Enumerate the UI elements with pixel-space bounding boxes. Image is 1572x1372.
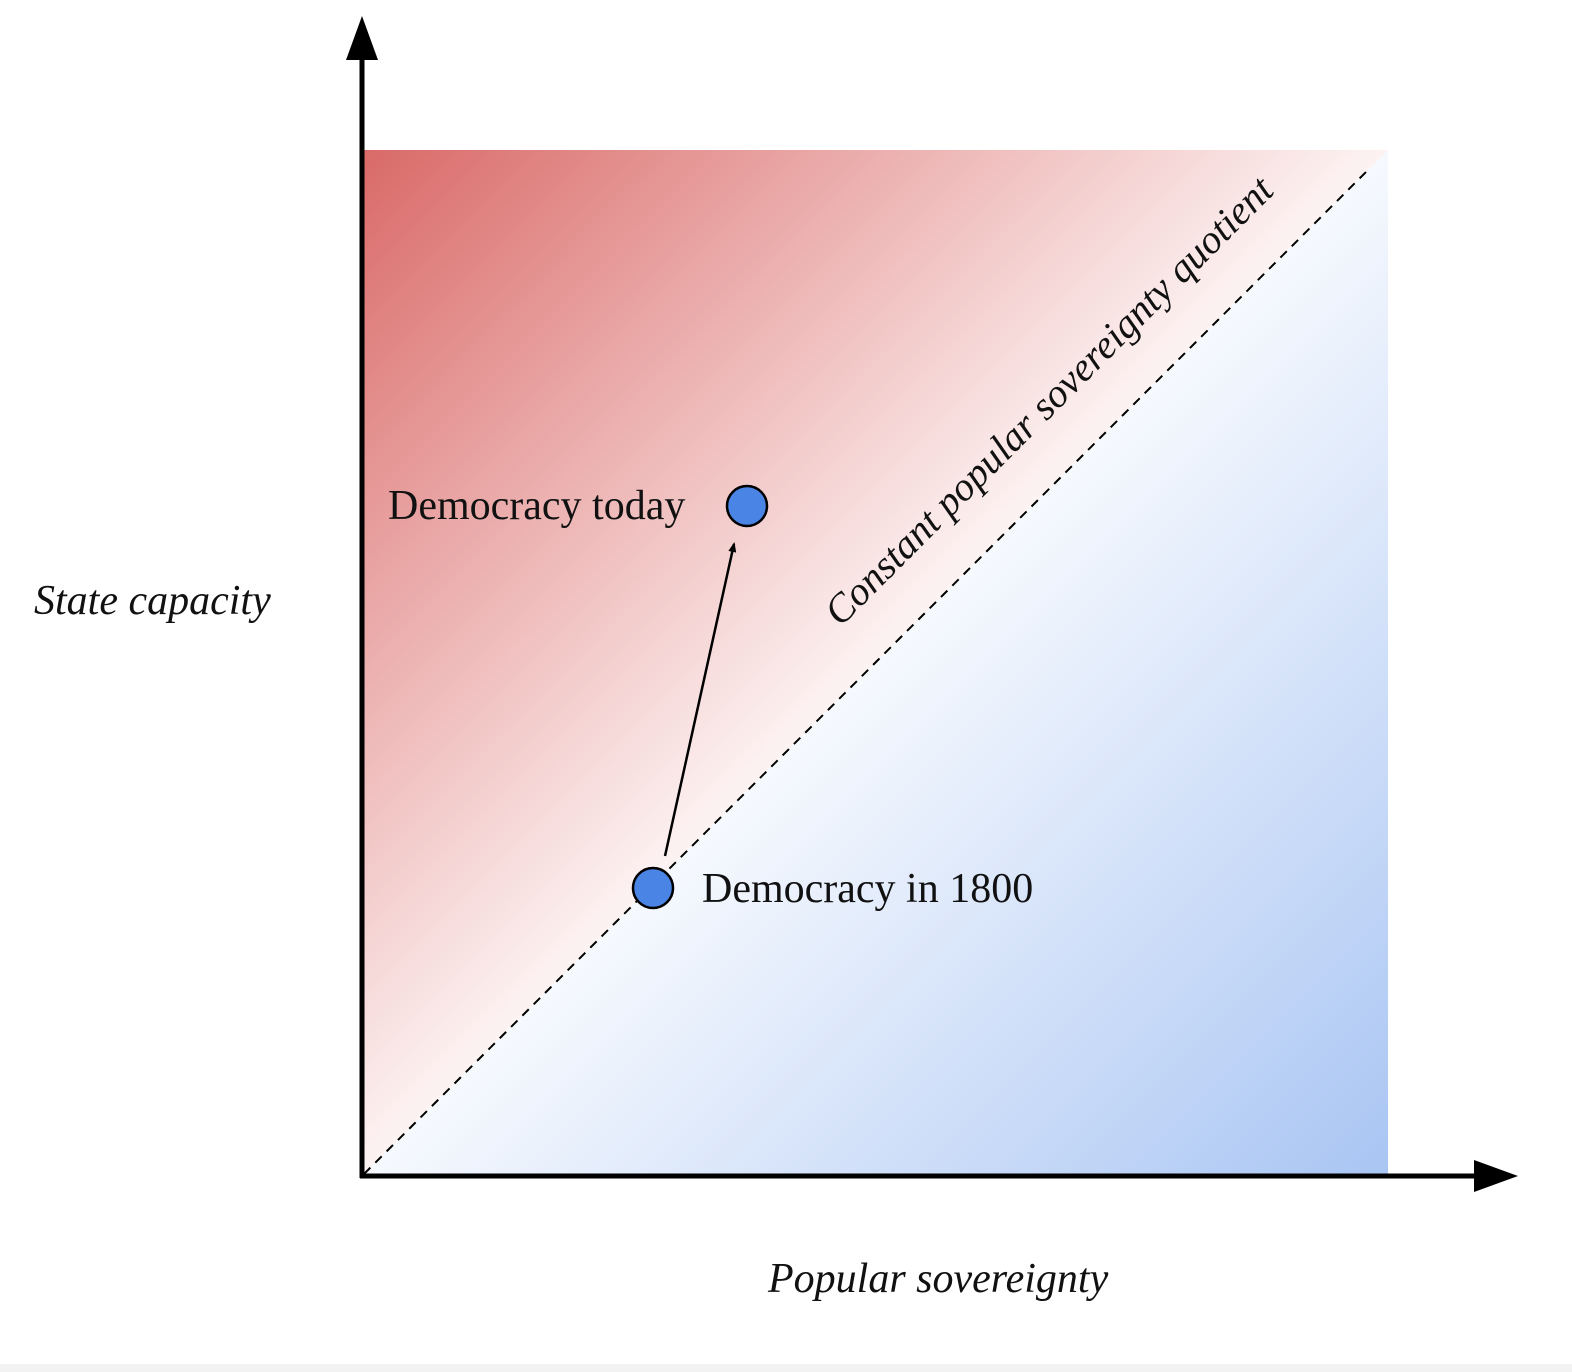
point-democracy-1800 — [631, 866, 675, 910]
label-democracy-1800: Democracy in 1800 — [702, 866, 1033, 912]
y-axis-label: State capacity — [34, 578, 271, 624]
label-democracy-today: Democracy today — [388, 483, 685, 529]
x-axis-arrowhead — [1474, 1160, 1518, 1192]
constant-quotient-line — [363, 171, 1367, 1175]
x-axis-label: Popular sovereignty — [767, 1256, 1109, 1302]
point-democracy-today — [725, 484, 769, 528]
bottom-edge-strip — [0, 1364, 1572, 1372]
progress-arrow — [663, 542, 737, 857]
y-axis-arrowhead — [346, 16, 378, 60]
